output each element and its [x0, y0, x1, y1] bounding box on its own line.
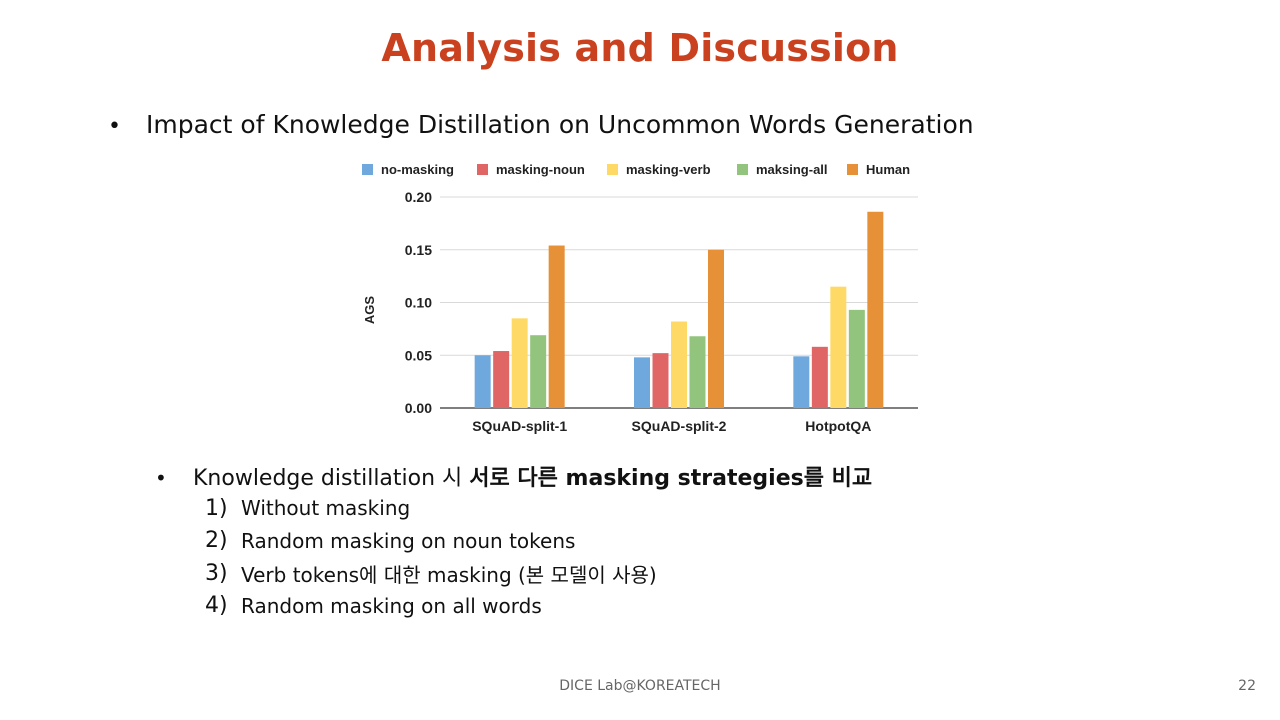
legend-label: Human — [866, 162, 910, 177]
bar — [671, 321, 687, 408]
list-item-text: Without masking — [241, 496, 411, 521]
main-bullet: • Impact of Knowledge Distillation on Unc… — [108, 110, 974, 139]
legend-swatch — [477, 164, 488, 175]
y-tick-label: 0.10 — [405, 295, 432, 311]
y-tick-label: 0.00 — [405, 400, 432, 416]
legend-swatch — [362, 164, 373, 175]
bar — [652, 353, 669, 408]
list-item-text: Verb tokens에 대한 masking (본 모델이 사용) — [241, 562, 657, 587]
bar — [811, 346, 828, 408]
legend-swatch — [847, 164, 858, 175]
bar — [634, 357, 650, 408]
y-tick-label: 0.15 — [405, 242, 432, 258]
list-item: 2) Random masking on noun tokens — [205, 525, 657, 558]
legend-label: masking-verb — [626, 162, 711, 177]
x-tick-label: SQuAD-split-1 — [472, 418, 567, 434]
list-item-text: Random masking on all words — [241, 593, 542, 618]
list-item-number: 4) — [205, 593, 228, 619]
legend-swatch — [607, 164, 618, 175]
y-tick-label: 0.05 — [405, 347, 432, 363]
main-bullet-text: Impact of Knowledge Distillation on Unco… — [146, 110, 974, 139]
list-item: 4) Random masking on all words — [205, 590, 657, 623]
bar — [708, 249, 724, 408]
list-item-text: Random masking on noun tokens — [241, 528, 576, 553]
legend-label: no-masking — [381, 162, 454, 177]
chart-x-labels: SQuAD-split-1 SQuAD-split-2 HotpotQA — [472, 418, 871, 434]
bar — [830, 286, 847, 408]
x-tick-label: SQuAD-split-2 — [632, 418, 727, 434]
sub-bullet-dot-icon: • — [155, 466, 167, 490]
bar — [793, 356, 810, 408]
page-number: 22 — [1238, 678, 1256, 694]
bar — [474, 355, 491, 408]
y-tick-label: 0.20 — [405, 189, 432, 205]
sub-bullet: • Knowledge distillation 시 서로 다른 masking … — [155, 460, 872, 492]
bullet-dot-icon: • — [108, 114, 121, 139]
bar — [867, 211, 884, 408]
bar — [548, 245, 565, 408]
list-item-number: 1) — [205, 495, 228, 521]
bar-chart: no-masking masking-noun masking-verb maksin… — [362, 162, 918, 434]
sub-bullet-text-mid: 를 — [803, 466, 832, 491]
legend-swatch — [737, 164, 748, 175]
chart-bars — [474, 211, 884, 408]
footer-text: DICE Lab@KOREATECH — [559, 678, 721, 694]
strategy-list: 1) Without masking 2) Random masking on … — [205, 492, 657, 622]
legend-label: maksing-all — [756, 162, 828, 177]
list-item-number: 3) — [205, 560, 228, 586]
list-item: 3) Verb tokens에 대한 masking (본 모델이 사용) — [205, 557, 657, 590]
chart-y-axis-label: AGS — [362, 296, 377, 325]
bar — [511, 318, 528, 408]
bar — [493, 351, 510, 408]
sub-bullet-text-plain: Knowledge distillation 시 — [193, 466, 470, 491]
legend-label: masking-noun — [496, 162, 585, 177]
sub-bullet-text-bold-1: 서로 다른 masking strategies — [469, 466, 804, 491]
list-item: 1) Without masking — [205, 492, 657, 525]
sub-bullet-text-bold-2: 비교 — [831, 466, 873, 491]
list-item-number: 2) — [205, 528, 228, 554]
bar — [530, 335, 547, 408]
x-tick-label: HotpotQA — [805, 418, 871, 434]
chart-legend: no-masking masking-noun masking-verb maksin… — [362, 162, 910, 177]
bar — [689, 336, 706, 408]
slide-title: Analysis and Discussion — [381, 26, 899, 70]
bar — [848, 309, 865, 408]
